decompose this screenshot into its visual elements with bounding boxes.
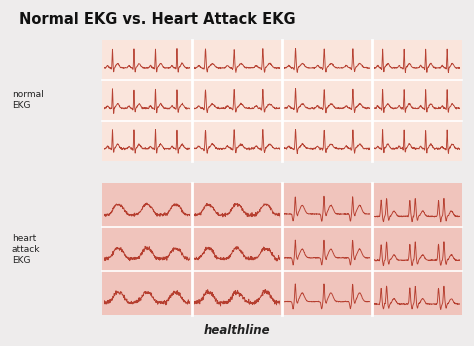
- Text: healthline: healthline: [204, 324, 270, 337]
- Text: Normal EKG vs. Heart Attack EKG: Normal EKG vs. Heart Attack EKG: [19, 12, 296, 27]
- Text: normal
EKG: normal EKG: [12, 90, 44, 110]
- Text: heart
attack
EKG: heart attack EKG: [12, 234, 40, 265]
